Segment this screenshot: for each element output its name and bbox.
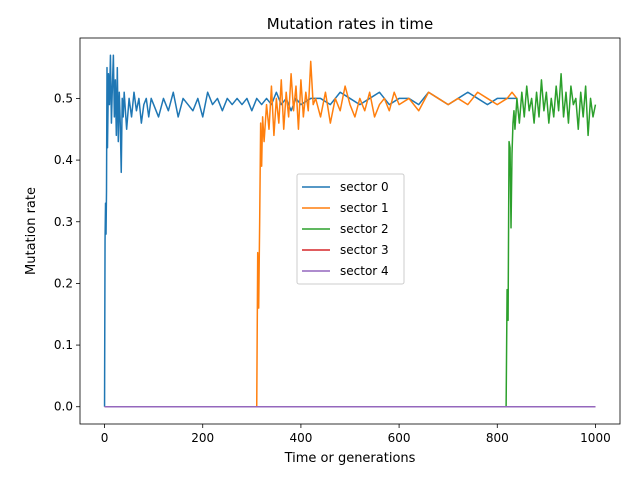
x-axis-ticks: 0 200 400 600 800 1000 <box>101 424 611 445</box>
y-tick-label-2: 0.2 <box>54 276 73 290</box>
legend-label-4: sector 4 <box>340 264 389 278</box>
x-tick-label-4: 800 <box>486 431 509 445</box>
y-tick-label-0: 0.0 <box>54 400 73 414</box>
legend-label-1: sector 1 <box>340 201 389 215</box>
x-tick-label-2: 400 <box>289 431 312 445</box>
y-tick-label-5: 0.5 <box>54 91 73 105</box>
y-axis-label: Mutation rate <box>24 187 39 275</box>
series-line-1 <box>104 60 518 408</box>
y-axis-ticks: 0.0 0.1 0.2 0.3 0.4 0.5 <box>54 91 80 414</box>
x-axis-label: Time or generations <box>284 451 416 466</box>
x-tick-label-5: 1000 <box>580 431 611 445</box>
series-line-0 <box>103 54 517 407</box>
legend-label-2: sector 2 <box>340 222 389 236</box>
legend-items: sector 0 sector 1 sector 2 sector 3 sector 4 <box>302 180 389 278</box>
x-tick-label-3: 600 <box>388 431 411 445</box>
series-layer <box>103 54 597 408</box>
plot-frame <box>79 37 621 425</box>
legend: sector 0 sector 1 sector 2 sector 3 sector 4 <box>296 173 405 285</box>
x-tick-label-0: 0 <box>101 431 109 445</box>
chart-title: Mutation rates in time <box>267 15 433 33</box>
y-tick-label-3: 0.3 <box>54 215 73 229</box>
y-tick-label-1: 0.1 <box>54 338 73 352</box>
plot-area <box>79 37 621 425</box>
legend-label-3: sector 3 <box>340 243 389 257</box>
x-tick-label-1: 200 <box>191 431 214 445</box>
legend-box <box>296 173 405 285</box>
y-tick-label-4: 0.4 <box>54 153 73 167</box>
series-line-2 <box>104 73 597 408</box>
legend-label-0: sector 0 <box>340 180 389 194</box>
